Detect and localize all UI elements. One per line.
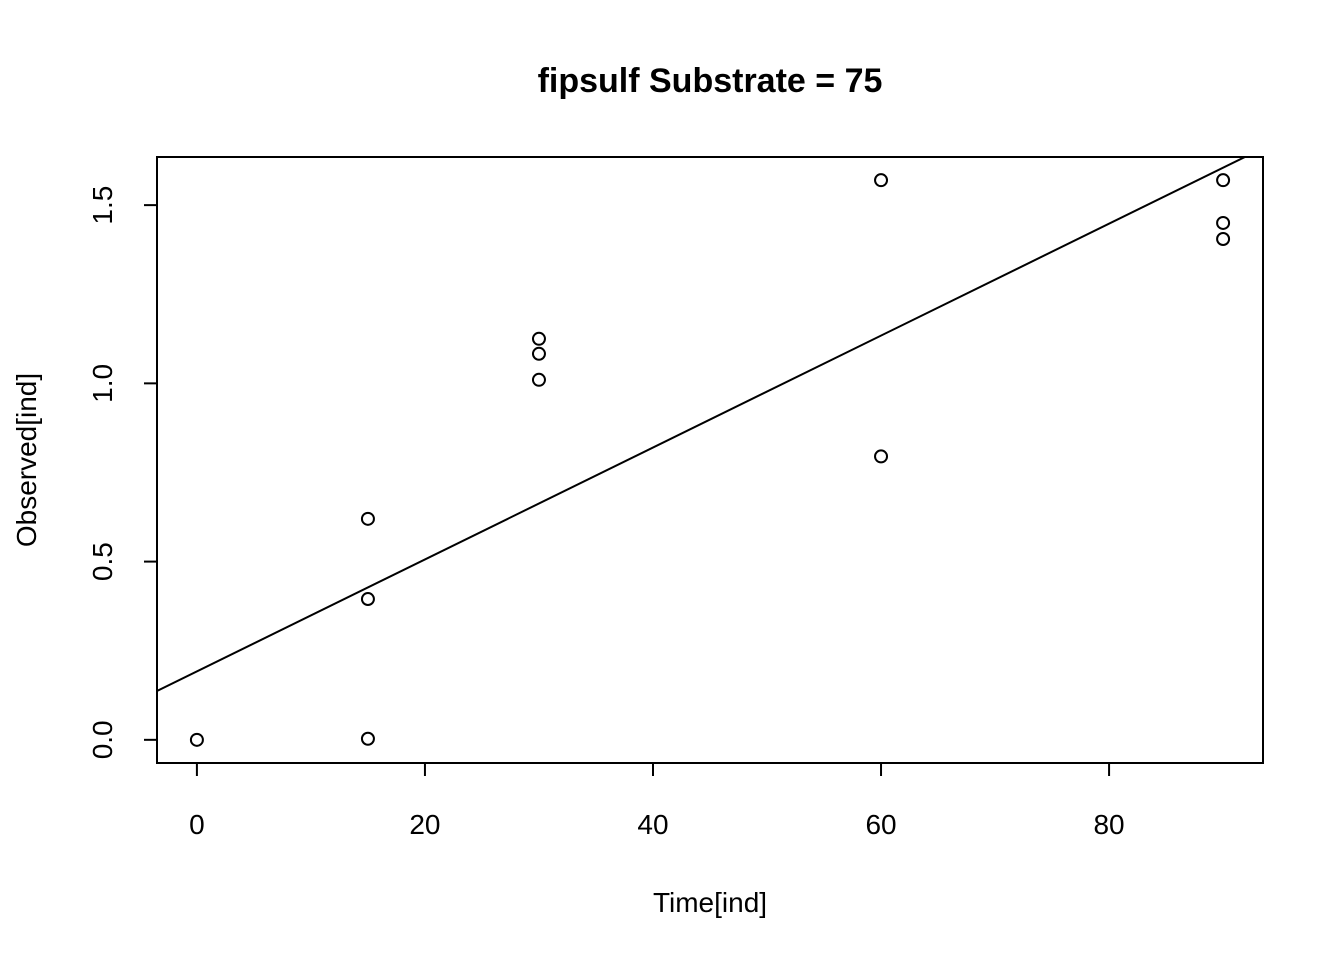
data-point bbox=[360, 592, 375, 607]
data-point bbox=[1216, 231, 1231, 246]
data-point bbox=[360, 511, 375, 526]
x-axis-label: Time[ind] bbox=[653, 887, 767, 918]
y-axis: 0.0 0.5 1.0 1.5 bbox=[87, 186, 158, 759]
y-tick-label: 0.0 bbox=[87, 720, 118, 759]
fit-line bbox=[157, 157, 1248, 692]
x-tick-label: 60 bbox=[865, 809, 896, 840]
x-tick-label: 20 bbox=[409, 809, 440, 840]
data-point bbox=[1216, 215, 1231, 230]
x-tick-label: 80 bbox=[1093, 809, 1124, 840]
data-point bbox=[189, 732, 204, 747]
chart-title: fipsulf Substrate = 75 bbox=[538, 62, 883, 100]
data-point bbox=[531, 346, 546, 361]
y-tick-label: 1.5 bbox=[87, 186, 118, 225]
x-tick-label: 40 bbox=[637, 809, 668, 840]
data-point bbox=[531, 331, 546, 346]
x-axis: 0 20 40 60 80 bbox=[189, 762, 1125, 840]
data-point bbox=[874, 173, 889, 188]
x-tick-label: 0 bbox=[189, 809, 205, 840]
data-point bbox=[1216, 173, 1231, 188]
plot-frame bbox=[156, 156, 1264, 764]
fit-layer bbox=[157, 157, 1248, 692]
y-axis-label: Observed[ind] bbox=[11, 373, 42, 547]
points-layer bbox=[189, 173, 1231, 747]
y-tick-label: 0.5 bbox=[87, 542, 118, 581]
data-point bbox=[874, 449, 889, 464]
data-point bbox=[531, 372, 546, 387]
y-tick-label: 1.0 bbox=[87, 364, 118, 403]
data-point bbox=[360, 731, 375, 746]
